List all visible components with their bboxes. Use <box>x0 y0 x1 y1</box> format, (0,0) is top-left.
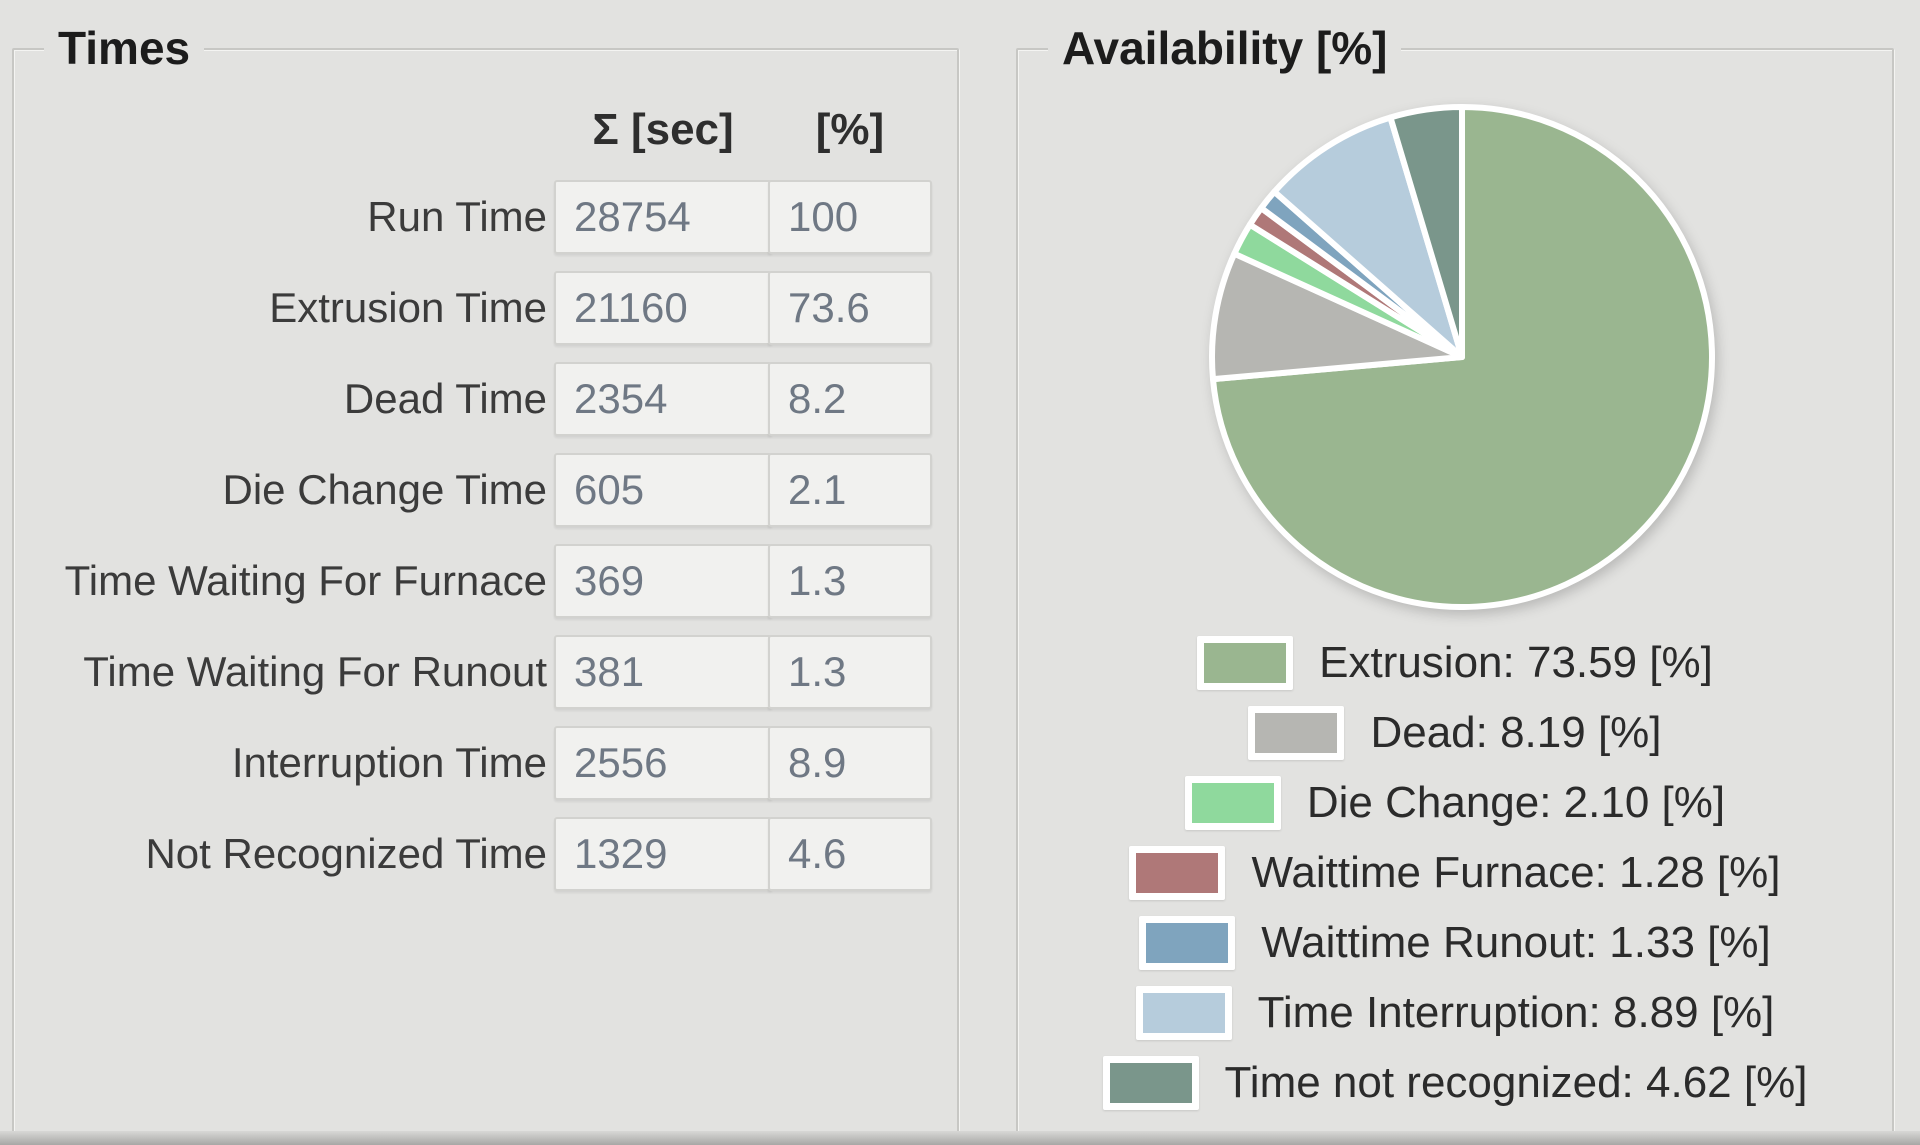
legend-item-die-change: Die Change: 2.10 [%] <box>1018 776 1892 830</box>
availability-pie-chart <box>1209 104 1715 610</box>
interruption-time-pct-input[interactable] <box>768 726 932 800</box>
pie-slice-dead <box>1209 250 1465 383</box>
time-row-label: Interruption Time <box>231 739 547 786</box>
legend-item-waittime-runout: Waittime Runout: 1.33 [%] <box>1018 916 1892 970</box>
availability-groupbox-title: Availability [%] <box>1048 20 1402 76</box>
dead-time-pct-input[interactable] <box>768 362 932 436</box>
legend-item-waittime-furnace: Waittime Furnace: 1.28 [%] <box>1018 846 1892 900</box>
extrusion-swatch <box>1197 636 1294 690</box>
run-time-sec-input[interactable] <box>554 180 772 254</box>
die-change-time-sec-input[interactable] <box>554 453 772 527</box>
legend-label: Die Change: 2.10 [%] <box>1306 778 1726 827</box>
legend-label: Waittime Furnace: 1.28 [%] <box>1251 848 1781 897</box>
time-row-label: Die Change Time <box>222 466 548 513</box>
legend-label: Dead: 8.19 [%] <box>1370 708 1662 757</box>
time-not-recognized-swatch <box>1102 1056 1199 1110</box>
time-row-not-recognized-time: Not Recognized Time <box>14 817 957 891</box>
time-row-label: Dead Time <box>343 375 547 422</box>
window-bottom-edge <box>0 1131 1920 1145</box>
not-recognized-time-sec-input[interactable] <box>554 817 772 891</box>
legend-label: Extrusion: 73.59 [%] <box>1319 638 1713 687</box>
availability-groupbox: Availability [%] Extrusion: 73.59 [%] De… <box>1016 20 1894 1136</box>
time-row-dead-time: Dead Time <box>14 362 957 436</box>
time-row-label: Not Recognized Time <box>145 830 547 877</box>
times-groupbox: Times Σ [sec] [%] Run Time Extrusion Tim… <box>12 20 959 1136</box>
extrusion-time-pct-input[interactable] <box>768 271 932 345</box>
dead-time-sec-input[interactable] <box>554 362 772 436</box>
die-change-time-pct-input[interactable] <box>768 453 932 527</box>
time-row-label: Time Waiting For Furnace <box>64 557 547 604</box>
percent-column-header: [%] <box>815 105 885 154</box>
not-recognized-time-pct-input[interactable] <box>768 817 932 891</box>
die-change-swatch <box>1184 776 1281 830</box>
legend-item-time-not-recognized: Time not recognized: 4.62 [%] <box>1018 1056 1892 1110</box>
time-row-waiting-furnace: Time Waiting For Furnace <box>14 544 957 618</box>
time-row-label: Time Waiting For Runout <box>83 648 547 695</box>
waiting-furnace-pct-input[interactable] <box>768 544 932 618</box>
dead-swatch <box>1248 706 1345 760</box>
legend-label: Time Interruption: 8.89 [%] <box>1257 988 1775 1037</box>
time-row-extrusion-time: Extrusion Time <box>14 271 957 345</box>
interruption-time-sec-input[interactable] <box>554 726 772 800</box>
waiting-runout-sec-input[interactable] <box>554 635 772 709</box>
time-row-label: Extrusion Time <box>269 284 547 331</box>
pie-slice-time-interruption <box>1271 114 1465 360</box>
time-row-interruption-time: Interruption Time <box>14 726 957 800</box>
legend-item-extrusion: Extrusion: 73.59 [%] <box>1018 636 1892 690</box>
time-row-run-time: Run Time <box>14 180 957 254</box>
times-groupbox-title: Times <box>44 20 205 76</box>
legend-item-time-interruption: Time Interruption: 8.89 [%] <box>1018 986 1892 1040</box>
time-interruption-swatch <box>1135 986 1232 1040</box>
time-row-label: Run Time <box>367 193 547 240</box>
waittime-runout-swatch <box>1139 916 1236 970</box>
legend-label: Time not recognized: 4.62 [%] <box>1224 1058 1808 1107</box>
time-row-waiting-runout: Time Waiting For Runout <box>14 635 957 709</box>
pie-slice-time-not-recognized <box>1387 104 1465 360</box>
time-row-die-change-time: Die Change Time <box>14 453 957 527</box>
run-time-pct-input[interactable] <box>768 180 932 254</box>
waiting-runout-pct-input[interactable] <box>768 635 932 709</box>
waiting-furnace-sec-input[interactable] <box>554 544 772 618</box>
legend-label: Waittime Runout: 1.33 [%] <box>1261 918 1771 967</box>
sum-sec-column-header: Σ [sec] <box>592 105 734 154</box>
extrusion-time-sec-input[interactable] <box>554 271 772 345</box>
legend-item-dead: Dead: 8.19 [%] <box>1018 706 1892 760</box>
waittime-furnace-swatch <box>1129 846 1226 900</box>
